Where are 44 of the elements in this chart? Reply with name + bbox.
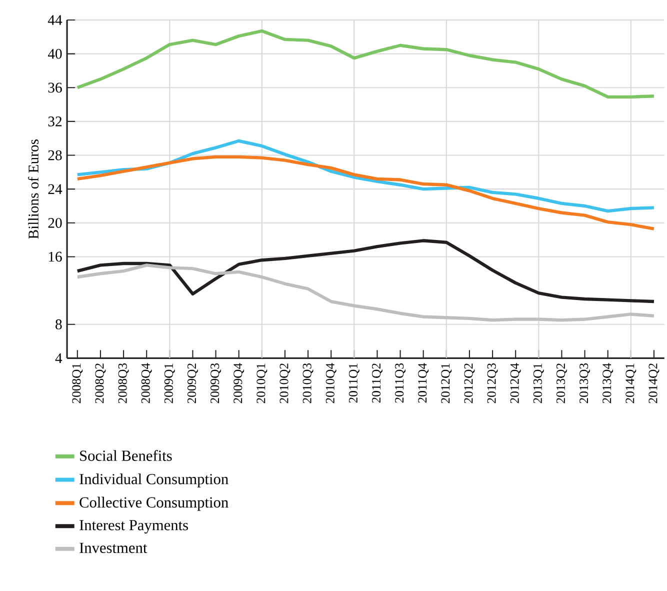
y-tick-label: 8 (56, 319, 62, 330)
y-axis-title: Billions of Euros (28, 140, 38, 239)
x-tick-label: 2014Q2 (648, 364, 660, 404)
x-tick-label: 2010Q1 (256, 364, 268, 404)
y-tick-label: 4 (55, 353, 62, 364)
y-tick-label: 16 (48, 252, 62, 262)
legend-label: Investment (80, 542, 148, 554)
x-tick-label: 2012Q1 (441, 364, 452, 404)
y-tick-label: 44 (48, 15, 62, 25)
legend-label: Social Benefits (80, 450, 172, 461)
y-tick-label: 20 (48, 218, 62, 228)
x-tick-label: 2013Q3 (580, 363, 590, 404)
x-tick-label: 2013Q4 (602, 363, 614, 404)
x-tick-label: 2012Q3 (487, 363, 498, 404)
x-tick-label: 2008Q2 (95, 364, 106, 404)
x-tick-label: 2011Q2 (372, 364, 382, 403)
x-tick-label: 2013Q2 (556, 364, 567, 404)
legend-label: Interest Payments (80, 520, 188, 534)
x-tick-label: 2014Q1 (626, 364, 636, 404)
legend-label: Individual Consumption (80, 473, 228, 488)
x-tick-label: 2008Q1 (72, 364, 83, 404)
line-series (76, 264, 656, 322)
x-tick-label: 2008Q4 (141, 363, 152, 404)
x-tick-label: 2009Q2 (187, 364, 198, 404)
y-tick-label: 28 (48, 150, 62, 160)
x-tick-label: 2009Q3 (210, 363, 222, 404)
x-tick-label: 2012Q2 (464, 364, 475, 404)
x-tick-label: 2010Q4 (326, 363, 336, 404)
y-tick-label: 32 (48, 116, 62, 126)
x-tick-label: 2010Q3 (302, 363, 314, 404)
x-tick-label: 2010Q2 (280, 364, 290, 404)
x-tick-label: 2009Q4 (234, 363, 244, 404)
x-tick-label: 2011Q3 (395, 363, 406, 403)
y-tick-label: 40 (48, 48, 62, 59)
y-tick-label: 24 (48, 184, 62, 194)
y-tick-label: 36 (48, 82, 62, 93)
legend-label: Collective Consumption (80, 496, 228, 511)
line-series (76, 29, 656, 99)
x-tick-label: 2013Q1 (533, 364, 544, 404)
x-tick-label: 2011Q1 (348, 364, 360, 403)
x-tick-label: 2008Q3 (118, 363, 129, 404)
x-tick-label: 2012Q4 (510, 363, 521, 404)
x-tick-label: 2011Q4 (418, 363, 429, 403)
x-tick-label: 2009Q1 (164, 364, 175, 404)
